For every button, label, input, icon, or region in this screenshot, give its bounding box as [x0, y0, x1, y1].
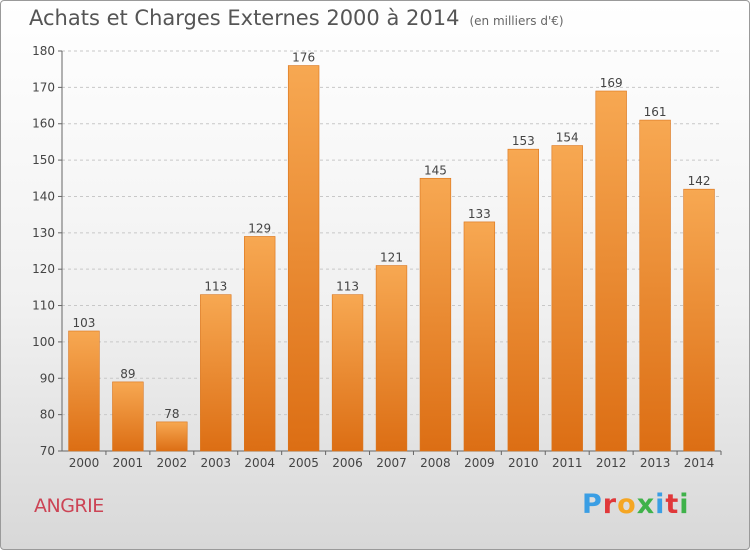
- bar-2013: [639, 119, 671, 452]
- x-tick-label-2006: 2006: [332, 456, 363, 470]
- y-tick-label: 90: [40, 371, 55, 385]
- logo-letter: i: [679, 489, 690, 520]
- y-tick-label: 110: [32, 299, 55, 313]
- chart-subtitle: (en milliers d'€): [469, 14, 564, 28]
- value-label-2002: 78: [164, 407, 179, 421]
- value-label-2007: 121: [380, 251, 403, 265]
- y-tick-label: 140: [32, 189, 55, 203]
- bar-2010: [507, 148, 539, 452]
- value-label-2014: 142: [688, 174, 711, 188]
- y-tick-label: 130: [32, 226, 55, 240]
- value-label-2010: 153: [512, 134, 535, 148]
- bar-2001: [112, 381, 144, 452]
- bar-2009: [463, 221, 496, 452]
- value-label-2011: 154: [556, 131, 579, 145]
- bar-2002: [156, 421, 188, 452]
- y-tick-label: 120: [32, 262, 55, 276]
- logo-letter: r: [602, 489, 618, 520]
- y-tick-label: 170: [32, 80, 55, 94]
- x-tick-label-2002: 2002: [157, 456, 188, 470]
- y-tick-label: 100: [32, 335, 55, 349]
- x-tick-label-2012: 2012: [596, 456, 627, 470]
- x-tick-label-2005: 2005: [288, 456, 319, 470]
- y-tick-label: 70: [40, 444, 55, 458]
- value-label-2005: 176: [292, 51, 315, 65]
- value-label-2000: 103: [73, 316, 96, 330]
- bar-2007: [375, 265, 408, 452]
- x-tick-label-2000: 2000: [69, 456, 100, 470]
- x-tick-label-2009: 2009: [464, 456, 495, 470]
- x-tick-label-2003: 2003: [200, 456, 231, 470]
- value-label-2008: 145: [424, 163, 447, 177]
- bar-2000: [68, 330, 100, 452]
- value-label-2006: 113: [336, 280, 359, 294]
- value-label-2013: 161: [644, 105, 667, 119]
- y-tick-label: 80: [40, 408, 55, 422]
- x-tick-label-2007: 2007: [376, 456, 407, 470]
- x-tick-label-2013: 2013: [640, 456, 671, 470]
- value-label-2004: 129: [248, 221, 271, 235]
- place-name: ANGRIE: [34, 495, 104, 517]
- value-label-2012: 169: [600, 76, 623, 90]
- x-tick-label-2004: 2004: [244, 456, 275, 470]
- y-tick-label: 180: [32, 44, 55, 58]
- value-label-2003: 113: [204, 280, 227, 294]
- logo-letter: o: [617, 489, 637, 520]
- x-tick-label-2014: 2014: [684, 456, 715, 470]
- value-label-2009: 133: [468, 207, 491, 221]
- chart-title: Achats et Charges Externes 2000 à 2014 (e…: [29, 6, 564, 30]
- logo-letter: x: [636, 489, 656, 520]
- bar-2004: [244, 236, 276, 452]
- x-tick-label-2008: 2008: [420, 456, 451, 470]
- bar-2006: [331, 294, 364, 452]
- y-tick-label: 160: [32, 117, 55, 131]
- x-tick-label-2001: 2001: [113, 456, 144, 470]
- x-tick-label-2011: 2011: [552, 456, 583, 470]
- bar-2005: [287, 65, 320, 452]
- title-text: Achats et Charges Externes 2000 à 2014: [29, 6, 460, 30]
- y-tick-label: 150: [32, 153, 55, 167]
- bar-2003: [200, 294, 232, 452]
- value-label-2001: 89: [120, 367, 135, 381]
- logo-letter: P: [582, 489, 603, 520]
- bar-2012: [595, 90, 627, 452]
- bar-2011: [551, 145, 583, 452]
- x-tick-label-2010: 2010: [508, 456, 539, 470]
- proxiti-logo: Proxiti: [582, 489, 690, 520]
- bar-2014: [683, 188, 715, 452]
- logo-letter: i: [655, 489, 666, 520]
- bar-2008: [419, 177, 452, 452]
- logo-letter: t: [665, 489, 680, 520]
